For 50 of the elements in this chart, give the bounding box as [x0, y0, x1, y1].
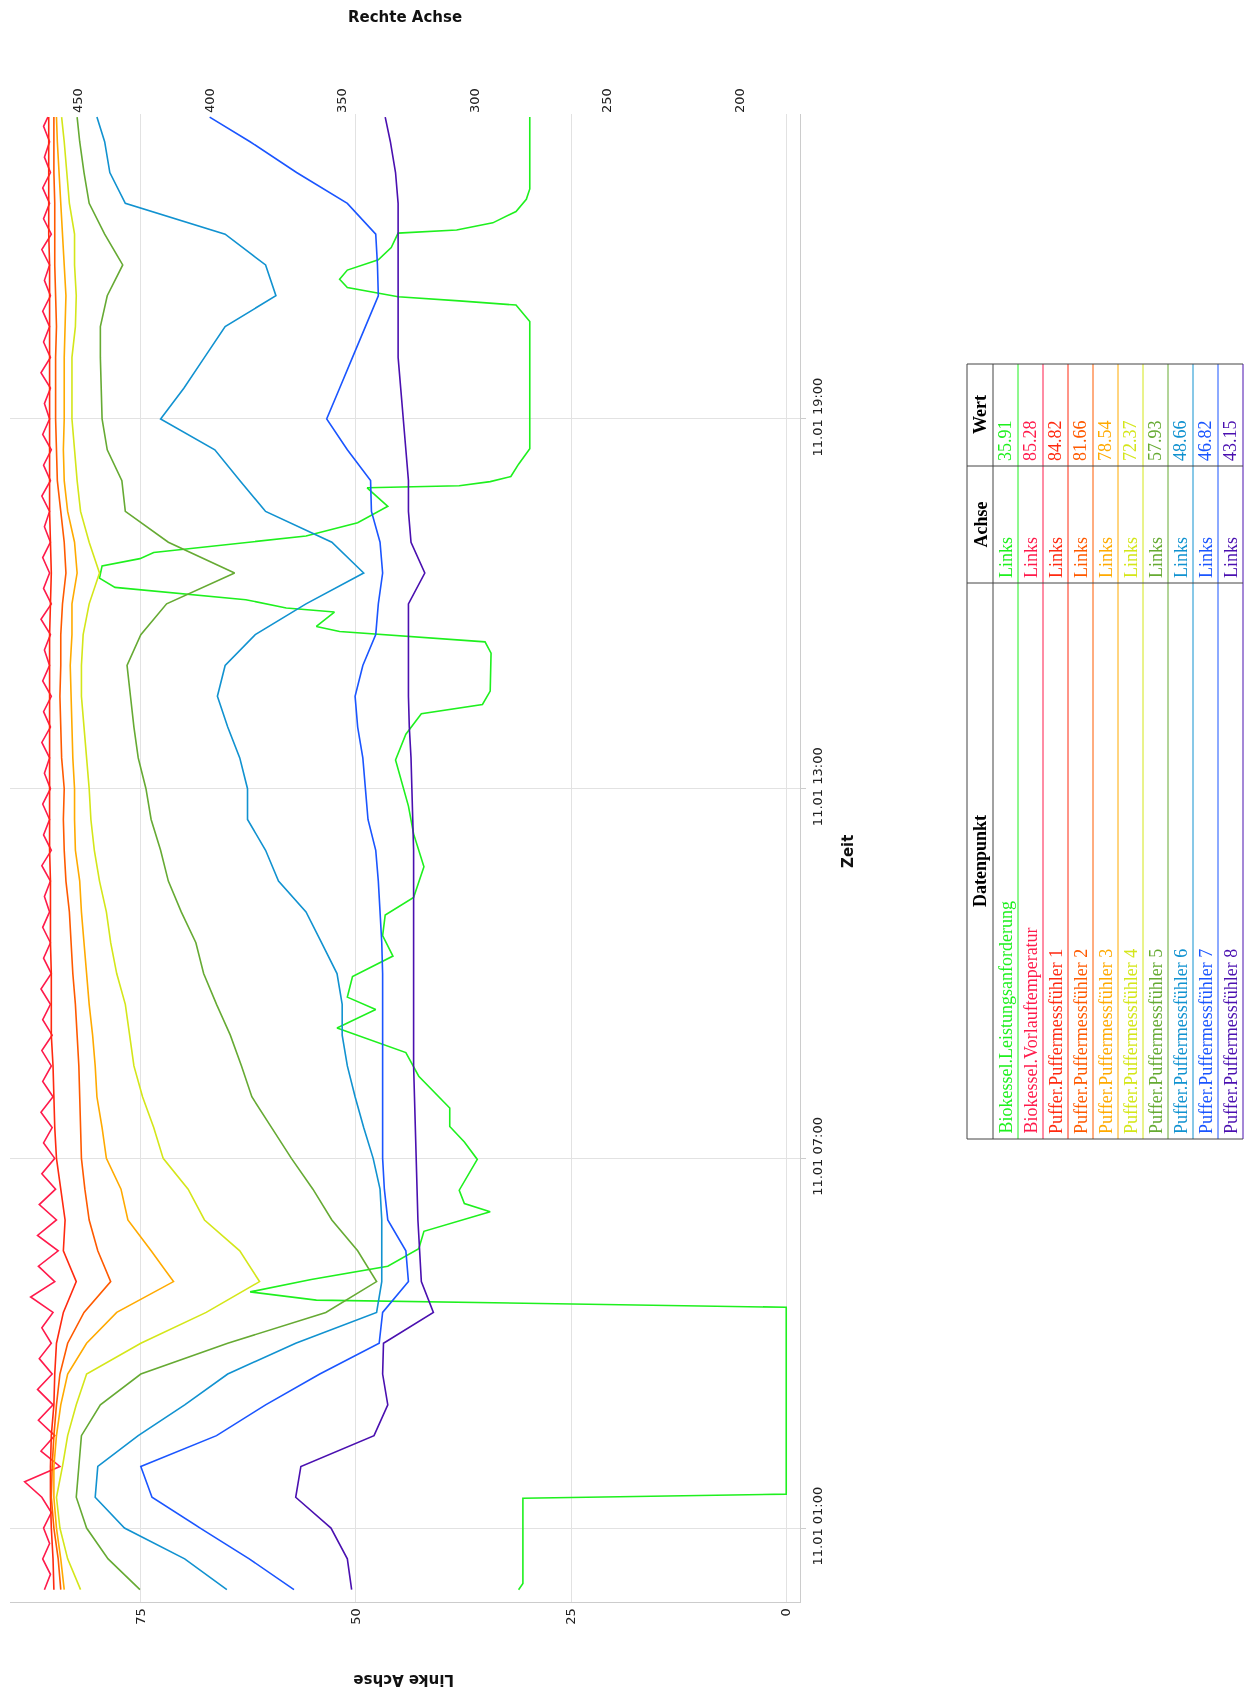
text: Links — [1021, 536, 1041, 578]
text: Links — [996, 536, 1016, 578]
text: 57.93 — [1145, 420, 1165, 461]
text: Biokessel.Vorlauftemperatur — [1020, 927, 1041, 1134]
text: Links — [1146, 536, 1166, 578]
text: Puffer.Puffermessfühler 3 — [1096, 948, 1116, 1134]
text: Links — [1121, 536, 1141, 578]
x-tick-label: 50 — [348, 1608, 364, 1625]
text: Puffer.Puffermessfühler 8 — [1221, 948, 1241, 1134]
text: Puffer.Puffermessfühler 4 — [1121, 948, 1141, 1134]
text: Links — [1196, 536, 1216, 578]
text: Links — [1221, 536, 1241, 578]
y-tick-label: 11.01 19:00 — [809, 377, 825, 457]
x-tick-label: 75 — [133, 1608, 149, 1625]
x-axis-title: Linke Achse — [353, 1671, 454, 1689]
x2-tick-label: 300 — [466, 88, 482, 113]
text: Links — [1171, 536, 1191, 578]
x2-tick-label: 250 — [599, 88, 615, 113]
text: 35.91 — [995, 420, 1015, 461]
text: 85.28 — [1020, 420, 1040, 461]
x2-axis-title: Rechte Achse — [348, 8, 463, 26]
text: 72.37 — [1120, 420, 1140, 461]
x2-tick-label: 200 — [731, 88, 747, 113]
text: Links — [1071, 536, 1091, 578]
text: Puffer.Puffermessfühler 5 — [1146, 948, 1166, 1134]
x2-tick-label: 450 — [69, 88, 85, 113]
text: 46.82 — [1195, 420, 1215, 461]
text: 81.66 — [1070, 420, 1090, 461]
text: 78.54 — [1095, 420, 1115, 461]
text: Puffer.Puffermessfühler 1 — [1046, 948, 1066, 1134]
x-tick-label: 0 — [778, 1608, 794, 1617]
text: 43.15 — [1220, 420, 1240, 461]
text: Biokessel.Leistungsanforderung — [995, 901, 1016, 1134]
text: Links — [1096, 536, 1116, 578]
text: Puffer.Puffermessfühler 2 — [1071, 948, 1091, 1134]
x2-tick-label: 350 — [334, 88, 350, 113]
text: Datenpunkt — [970, 814, 990, 907]
text: Puffer.Puffermessfühler 7 — [1196, 948, 1216, 1134]
y-tick-label: 11.01 13:00 — [809, 747, 825, 827]
y-axis-title: Zeit — [839, 834, 857, 868]
text: 84.82 — [1045, 420, 1065, 461]
x2-tick-label: 400 — [201, 88, 217, 113]
text: Wert — [970, 395, 990, 434]
x-tick-label: 25 — [563, 1608, 579, 1625]
y-tick-label: 11.01 07:00 — [809, 1117, 825, 1196]
text: Achse — [970, 501, 991, 548]
text: 48.66 — [1170, 420, 1190, 461]
text: Links — [1046, 536, 1066, 578]
text: Puffer.Puffermessfühler 6 — [1171, 948, 1191, 1134]
y-tick-label: 11.01 01:00 — [809, 1486, 825, 1566]
